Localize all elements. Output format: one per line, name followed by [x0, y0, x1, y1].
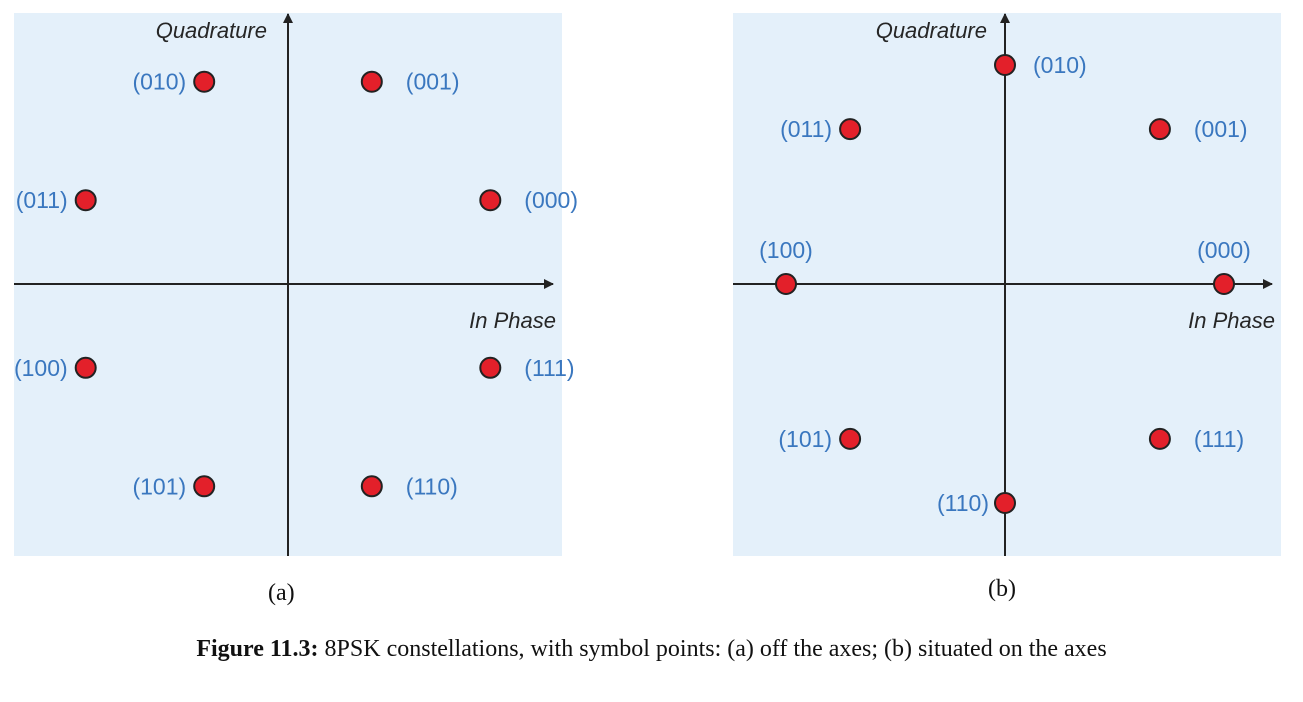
symbol-point-b-1: [1148, 118, 1171, 141]
symbol-point-a-0: [479, 189, 502, 212]
symbol-label-a-3: (011): [16, 187, 68, 213]
y-axis-label-b: Quadrature: [876, 18, 987, 43]
y-axis-label-a: Quadrature: [156, 18, 267, 43]
symbol-point-a-7: [479, 356, 502, 379]
symbol-label-a-4: (100): [14, 355, 68, 381]
symbol-point-b-3: [839, 118, 862, 141]
symbol-point-a-5: [193, 475, 216, 498]
figure-caption: Figure 11.3: 8PSK constellations, with s…: [0, 636, 1303, 663]
symbol-label-b-4: (100): [759, 237, 813, 263]
symbol-point-b-7: [1148, 427, 1171, 450]
symbol-point-a-2: [193, 70, 216, 93]
symbol-point-a-1: [360, 70, 383, 93]
symbol-label-a-0: (000): [524, 187, 578, 213]
symbol-label-b-2: (010): [1033, 52, 1087, 78]
caption-prefix: Figure 11.3:: [196, 636, 319, 662]
symbol-label-b-5: (101): [778, 426, 832, 452]
symbol-point-b-6: [994, 492, 1016, 514]
symbol-label-b-1: (001): [1194, 116, 1248, 142]
caption-text: 8PSK constellations, with symbol points:…: [318, 636, 1107, 662]
symbol-label-b-7: (111): [1194, 426, 1244, 452]
symbol-point-b-2: [994, 54, 1016, 76]
symbol-label-a-2: (010): [132, 69, 186, 95]
sublabel-b: (b): [988, 576, 1016, 602]
symbol-point-a-6: [360, 475, 383, 498]
x-axis-label-b: In Phase: [1188, 308, 1275, 333]
axes-a: Quadrature In Phase: [14, 13, 556, 556]
symbol-label-a-1: (001): [406, 69, 460, 95]
symbol-label-b-6: (110): [937, 490, 989, 516]
symbol-label-a-6: (110): [406, 473, 458, 499]
symbol-point-a-3: [74, 189, 97, 212]
symbol-points-a: (000) (001) (010) (011) (100) (101) (110) (111): [14, 69, 578, 500]
sublabel-a: (a): [268, 580, 295, 606]
symbol-points-b: (000) (001) (010) (011) (100) (101) (110) (111): [759, 52, 1251, 516]
symbol-point-b-0: [1213, 273, 1235, 295]
symbol-point-b-5: [839, 427, 862, 450]
symbol-label-a-7: (111): [524, 355, 574, 381]
symbol-label-b-3: (011): [780, 116, 832, 142]
symbol-label-a-5: (101): [132, 473, 186, 499]
symbol-point-a-4: [74, 356, 97, 379]
symbol-label-b-0: (000): [1197, 237, 1251, 263]
symbol-point-b-4: [775, 273, 797, 295]
x-axis-label-a: In Phase: [469, 308, 556, 333]
axes-b: Quadrature In Phase: [733, 13, 1275, 556]
